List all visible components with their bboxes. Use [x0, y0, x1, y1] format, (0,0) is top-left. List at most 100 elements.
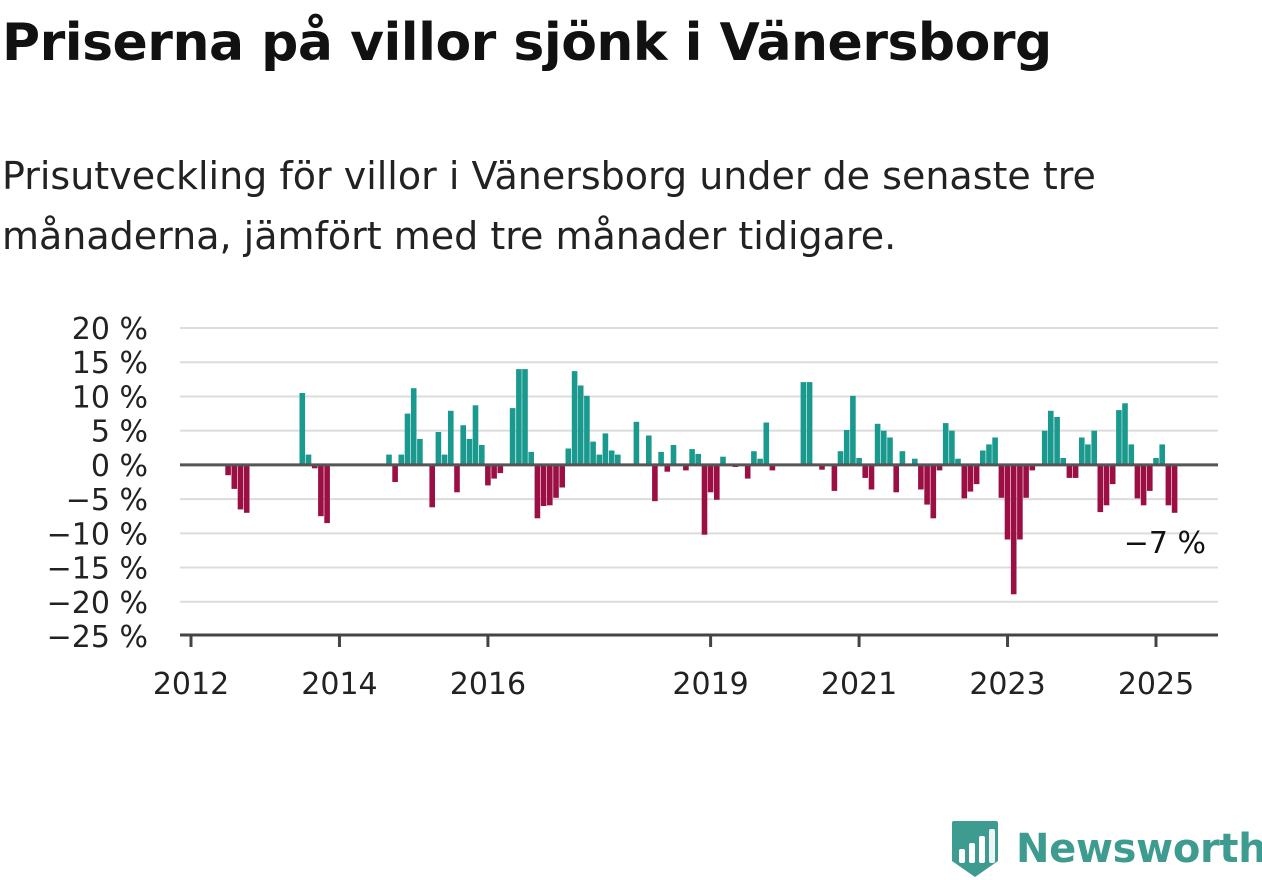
bar: [1054, 417, 1060, 465]
bar: [1134, 464, 1141, 499]
y-axis-ticks: 20 %15 %10 %5 %0 %−5 %−10 %−15 %−20 %−25…: [47, 312, 148, 655]
bar: [899, 451, 906, 465]
bar: [664, 464, 671, 472]
bar: [1097, 464, 1104, 513]
bar: [1017, 464, 1023, 540]
bar: [652, 464, 658, 502]
bar: [324, 464, 330, 524]
bar: [862, 464, 868, 478]
bar: [850, 395, 856, 465]
bar: [559, 464, 565, 488]
bar: [429, 464, 435, 508]
bar: [1091, 430, 1097, 465]
bar: [534, 464, 541, 519]
bar: [670, 445, 677, 465]
last-value-label: −7 %: [1124, 526, 1206, 561]
bar: [831, 464, 838, 491]
bar: [491, 464, 497, 479]
x-tick-label: 2014: [301, 667, 377, 702]
bar: [1023, 464, 1029, 498]
bar: [509, 408, 516, 465]
bar: [751, 451, 757, 465]
bar: [689, 449, 695, 465]
bar: [472, 405, 479, 465]
bar: [998, 464, 1005, 498]
y-tick-label: −15 %: [47, 552, 148, 587]
bar: [398, 454, 405, 465]
bar: [1010, 464, 1017, 595]
y-tick-label: 5 %: [91, 415, 148, 450]
bar: [1060, 458, 1066, 465]
brand: Newsworthy: [950, 818, 1262, 880]
bar: [769, 464, 776, 471]
bar: [1079, 437, 1085, 465]
x-tick-label: 2021: [821, 667, 897, 702]
bar: [547, 464, 553, 506]
axes: [180, 463, 1218, 637]
bar: [1122, 403, 1128, 465]
bar: [701, 464, 708, 535]
bar: [311, 464, 318, 469]
bar: [1029, 464, 1036, 471]
bar: [633, 421, 640, 465]
bar: [1004, 464, 1011, 540]
bar: [955, 458, 961, 465]
x-tick-label: 2023: [969, 667, 1045, 702]
bar: [763, 422, 770, 465]
y-tick-label: 10 %: [72, 380, 148, 415]
page-title: Priserna på villor sjönk i Vänersborg: [2, 13, 1052, 73]
bar: [1048, 410, 1054, 465]
bar: [961, 464, 968, 499]
bar: [615, 454, 621, 465]
bar: [441, 454, 448, 465]
bar: [967, 464, 974, 492]
bar: [757, 458, 763, 465]
x-tick-label: 2016: [450, 667, 526, 702]
bar: [1109, 464, 1116, 485]
bar: [1085, 444, 1091, 465]
bar: [683, 464, 689, 471]
newsworthy-logo-icon: [952, 821, 998, 877]
bar: [819, 464, 825, 470]
bar: [1171, 464, 1178, 513]
bar: [887, 437, 893, 465]
bar: [1072, 464, 1079, 478]
bar: [454, 464, 460, 493]
x-tick-label: 2012: [153, 667, 229, 702]
bar: [986, 444, 992, 465]
bar: [695, 453, 701, 465]
bar: [868, 464, 875, 490]
bar: [992, 437, 998, 465]
bar: [949, 430, 955, 465]
bar: [1159, 444, 1165, 465]
bar: [485, 464, 491, 486]
bar: [1066, 464, 1073, 478]
bar: [584, 395, 590, 465]
bar: [305, 454, 312, 465]
bar: [744, 464, 751, 479]
bar: [404, 413, 411, 465]
gridlines: [180, 327, 1218, 603]
bar: [577, 385, 584, 465]
bar: [497, 464, 504, 474]
y-tick-label: −5 %: [66, 483, 148, 518]
bar: [596, 454, 603, 465]
bar: [720, 456, 726, 465]
bar: [318, 464, 324, 517]
bar: [1153, 458, 1159, 465]
bar: [942, 423, 949, 465]
bar: [243, 464, 250, 513]
bar: [1041, 430, 1048, 465]
bar: [924, 464, 930, 505]
y-tick-label: 20 %: [72, 312, 148, 347]
bar: [1147, 464, 1153, 491]
bar: [466, 438, 473, 465]
y-tick-label: 0 %: [91, 449, 148, 484]
bar: [1103, 464, 1110, 506]
bar: [386, 454, 392, 465]
bar: [837, 451, 844, 465]
bar: [856, 458, 862, 465]
bar: [237, 464, 244, 510]
bar: [930, 464, 937, 519]
